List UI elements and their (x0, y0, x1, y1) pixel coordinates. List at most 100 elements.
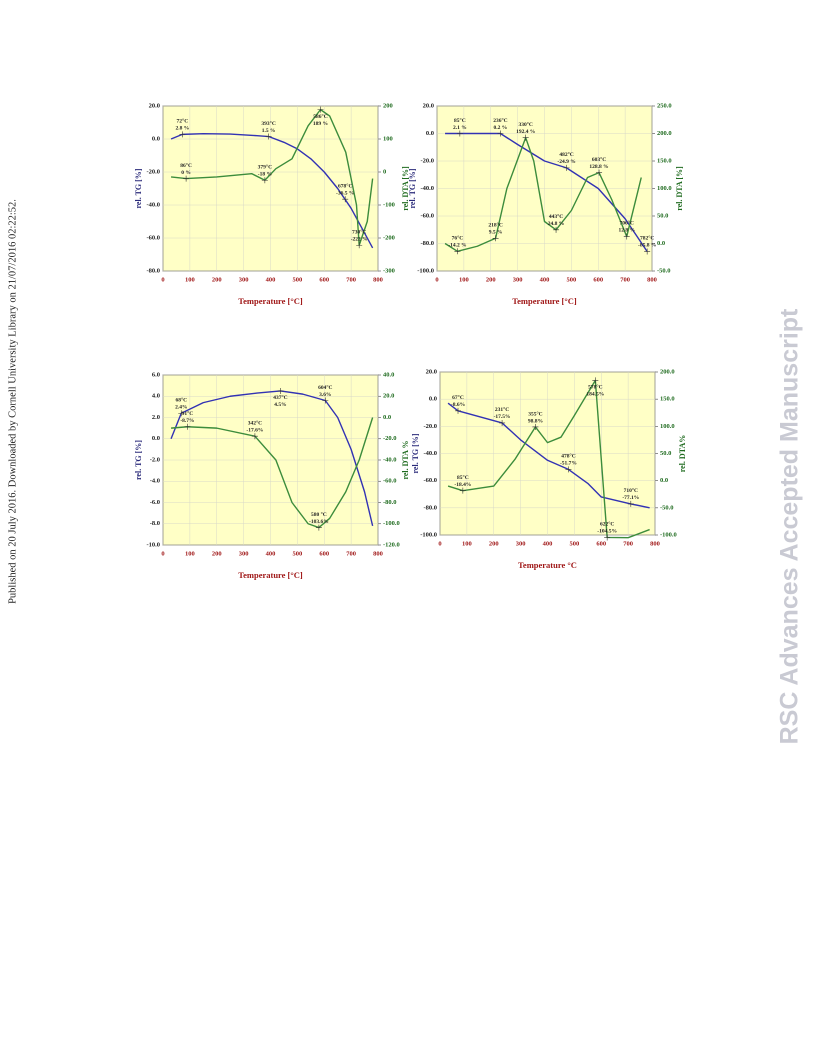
annotation-text: 85°C (454, 117, 466, 124)
x-tick-label: 200 (486, 276, 496, 283)
x-tick-label: 200 (212, 550, 222, 557)
annotation-marker (563, 164, 570, 171)
y2-tick-label: 100.0 (657, 185, 672, 192)
y2-tick-label: -100.0 (383, 520, 400, 527)
x-tick-label: 200 (489, 540, 499, 547)
annotation-marker (183, 175, 190, 182)
y2-tick-label: -100.0 (660, 531, 677, 538)
annotation-marker (459, 487, 466, 494)
annotation-marker (627, 500, 634, 507)
annotation-text: -85.8 % (638, 243, 656, 249)
annotation-text: 678°C (338, 182, 352, 189)
annotation-text: 603°C (592, 156, 606, 163)
annotation-text: -17.5% (494, 414, 511, 420)
y-axis-title: rel. TG [%] (411, 433, 420, 473)
y2-tick-label: 50.0 (657, 212, 668, 219)
annotation-text: 355°C (528, 410, 542, 417)
y-tick-label: -80.0 (146, 267, 160, 274)
y2-tick-label: -120.0 (383, 541, 400, 548)
annotation-text: 184.5% (586, 392, 604, 398)
y-tick-label: -60.0 (420, 212, 434, 219)
y-tick-label: -8.0 (150, 520, 160, 527)
x-tick-label: 700 (346, 550, 356, 557)
x-tick-label: 600 (593, 276, 603, 283)
annotation-marker (532, 423, 539, 430)
y-tick-label: -2.0 (150, 456, 160, 463)
annotation-text: 604°C (318, 384, 332, 391)
x-tick-label: 500 (293, 550, 303, 557)
y-tick-label: -4.0 (150, 478, 160, 485)
annotation-text: 586°C (313, 113, 327, 120)
annotation-text: 622°C (600, 521, 614, 528)
annotation-text: 189 % (313, 121, 328, 127)
y2-tick-label: 20.0 (383, 393, 394, 400)
annotation-text: 12.8 % (618, 228, 635, 234)
annotation-marker (492, 235, 499, 242)
x-axis-title: Temperature °C (518, 560, 577, 570)
annotation-text: -18.4% (454, 482, 471, 488)
annotation-text: 1.5 % (262, 128, 276, 134)
y2-axis-title: rel. DTA [%] (401, 166, 410, 211)
annotation-marker (456, 130, 463, 137)
annotation-text: 86°C (180, 162, 192, 169)
annotation-marker (265, 133, 272, 140)
annotation-marker (342, 196, 349, 203)
x-tick-label: 800 (373, 276, 383, 283)
series-line (170, 108, 374, 246)
annotation-text: 72°C (177, 118, 189, 125)
y-tick-label: -40.0 (146, 201, 160, 208)
y-tick-label: 0.0 (426, 130, 434, 137)
chart: 20.0 0.0 -20.0 -40.0 -60.0 -80.0 -100.0 200.0 15… (411, 368, 687, 569)
y-tick-label: -60.0 (423, 477, 437, 484)
annotation-marker (277, 387, 284, 394)
x-tick-label: 400 (543, 540, 553, 547)
y2-tick-label: 100.0 (660, 423, 675, 430)
x-axis-title: Temperature [°C] (238, 296, 303, 306)
annotation-marker (596, 169, 603, 176)
x-tick-label: 500 (567, 276, 577, 283)
x-tick-label: 400 (266, 276, 276, 283)
x-tick-label: 300 (516, 540, 526, 547)
y-tick-label: -40.0 (420, 185, 434, 192)
x-axis-title: Temperature [°C] (238, 570, 303, 580)
x-tick-label: 800 (647, 276, 657, 283)
x-tick-label: 100 (462, 540, 472, 547)
annotation-text: 706°C (620, 220, 634, 227)
annotation-text: -103.6% (309, 519, 329, 525)
annotation-text: 2.8 % (175, 126, 189, 132)
y-tick-label: 20.0 (423, 102, 434, 109)
x-tick-label: 100 (459, 276, 469, 283)
annotation-marker (315, 524, 322, 531)
y-tick-label: -40.0 (423, 450, 437, 457)
y2-tick-label: 250.0 (657, 102, 672, 109)
annotation-text: -51.7% (560, 461, 577, 467)
y2-tick-label: 200.0 (660, 368, 675, 375)
x-tick-label: 700 (620, 276, 630, 283)
annotation-text: 91°C (182, 410, 194, 417)
annotation-text: 218°C (488, 222, 502, 229)
y2-tick-label: 150.0 (660, 396, 675, 403)
y-tick-label: 20.0 (426, 368, 437, 375)
y-tick-label: -100.0 (417, 267, 434, 274)
annotation-marker (455, 407, 462, 414)
annotation-text: 4.5% (274, 402, 286, 408)
annotation-marker (553, 226, 560, 233)
y-tick-label: -20.0 (423, 423, 437, 430)
annotation-marker (644, 248, 651, 255)
y-tick-label: 2.0 (152, 414, 160, 421)
y-tick-label: -20.0 (146, 168, 160, 175)
annotation-marker (179, 131, 186, 138)
series-line (171, 417, 374, 529)
annotation-marker (251, 433, 258, 440)
x-tick-label: 600 (596, 540, 606, 547)
x-tick-label: 200 (212, 276, 222, 283)
annotation-marker (261, 177, 268, 184)
x-tick-label: 0 (435, 276, 438, 283)
y-tick-label: -80.0 (423, 504, 437, 511)
annotation-text: -24.9 % (557, 159, 575, 165)
x-tick-label: 300 (239, 276, 249, 283)
y2-tick-label: -300 (383, 267, 395, 274)
annotation-text: 98.8% (528, 418, 543, 424)
annotation-marker (454, 248, 461, 255)
